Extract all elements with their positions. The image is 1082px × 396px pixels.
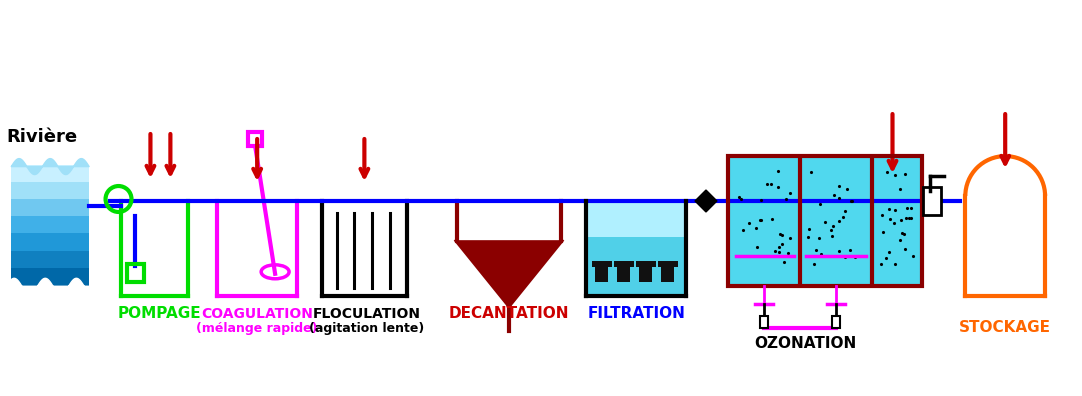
Bar: [11, 251, 89, 268]
Text: OZONATION: OZONATION: [754, 335, 856, 350]
Bar: [760, 316, 768, 327]
Bar: [595, 264, 608, 282]
Bar: [11, 165, 89, 183]
Text: FLOCULATION: FLOCULATION: [313, 307, 421, 321]
Bar: [248, 132, 262, 146]
Bar: [923, 187, 941, 215]
Bar: [617, 264, 630, 282]
Bar: [832, 316, 840, 327]
Text: FILTRATION: FILTRATION: [588, 306, 685, 321]
Text: Rivière: Rivière: [6, 128, 77, 146]
Polygon shape: [695, 190, 717, 212]
Bar: [658, 261, 678, 267]
Bar: [592, 261, 612, 267]
Bar: [615, 261, 634, 267]
Text: (mélange rapide): (mélange rapide): [197, 322, 318, 335]
Bar: [11, 182, 89, 200]
Bar: [11, 216, 89, 234]
Bar: [730, 158, 921, 284]
Bar: [589, 201, 684, 237]
Bar: [636, 261, 656, 267]
Bar: [589, 237, 684, 294]
Bar: [661, 264, 674, 282]
Text: POMPAGE: POMPAGE: [118, 306, 201, 321]
Bar: [11, 268, 89, 286]
Bar: [728, 156, 923, 286]
Bar: [127, 264, 145, 282]
Bar: [11, 234, 89, 251]
Text: DECANTATION: DECANTATION: [449, 306, 569, 321]
Polygon shape: [457, 241, 562, 306]
Bar: [639, 264, 652, 282]
Bar: [11, 199, 89, 217]
Text: COAGULATION: COAGULATION: [201, 307, 313, 321]
Text: (agitation lente): (agitation lente): [308, 322, 424, 335]
Text: STOCKAGE: STOCKAGE: [960, 320, 1052, 335]
